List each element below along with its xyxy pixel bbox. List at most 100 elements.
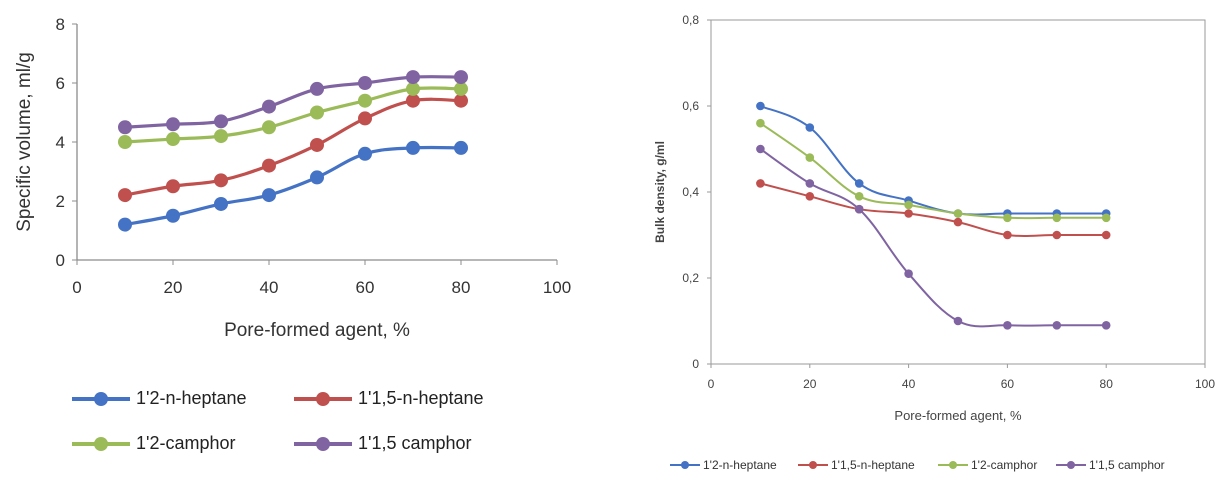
data-point (953, 209, 963, 218)
series-line (759, 182, 1108, 238)
data-point (406, 140, 420, 155)
legend-item: 1'2-camphor (72, 433, 294, 454)
data-point (358, 146, 372, 161)
data-point (310, 105, 324, 120)
legend-label: 1'1,5 camphor (358, 433, 472, 453)
data-point (1101, 321, 1111, 330)
x-tick-label: 20 (164, 278, 183, 297)
data-point (756, 179, 765, 188)
legend-marker-icon (294, 436, 352, 451)
legend-marker-icon (670, 461, 700, 469)
plot-frame (710, 19, 1206, 365)
data-point (118, 120, 132, 135)
x-tick-label: 40 (260, 278, 279, 297)
specific-volume-chart: 0 2 4 6 8 0 20 40 60 80 100 Pore-formed agent, % Spe… (0, 0, 600, 480)
data-point (214, 129, 228, 144)
data-point (805, 192, 815, 201)
y-tick-label: 0,4 (682, 185, 699, 199)
data-point (214, 196, 228, 211)
data-point (1003, 321, 1012, 330)
x-tick-label: 80 (452, 278, 471, 297)
data-point (166, 117, 180, 132)
data-point (166, 179, 180, 194)
legend-label: 1'1,5-n-heptane (358, 388, 484, 408)
data-point (118, 217, 132, 232)
data-point (1052, 213, 1062, 223)
data-point (454, 70, 468, 85)
data-point (454, 140, 468, 155)
x-tick-label: 100 (1195, 377, 1215, 391)
data-point (1003, 230, 1012, 240)
data-point (262, 158, 276, 173)
data-point (904, 200, 913, 210)
legend-item: 1'1,5 camphor (1056, 458, 1196, 472)
data-point (214, 173, 228, 188)
chart-legend: 1'2-n-heptane 1'1,5-n-heptane 1'2-camphor 1… (670, 458, 1196, 472)
legend-item: 1'1,5 camphor (294, 433, 524, 454)
legend-marker-icon (798, 461, 828, 469)
x-tick-label: 60 (1001, 377, 1015, 391)
data-point (358, 76, 372, 90)
data-point (904, 209, 913, 218)
data-point (262, 99, 276, 114)
data-point (310, 137, 324, 152)
x-axis-label: Pore-formed agent, % (894, 408, 1022, 423)
y-tick-label: 2 (56, 192, 65, 211)
data-point (406, 93, 420, 108)
data-point (262, 188, 276, 203)
data-point (756, 144, 765, 154)
data-point (805, 123, 815, 132)
x-axis-label: Pore-formed agent, % (224, 320, 410, 341)
y-tick-label: 4 (56, 133, 65, 152)
series-line (759, 148, 1108, 328)
y-tick-label: 8 (56, 15, 65, 34)
legend-item: 1'2-n-heptane (72, 388, 294, 409)
legend-item: 1'1,5-n-heptane (294, 388, 524, 409)
data-point (756, 118, 765, 128)
legend-label: 1'2-n-heptane (703, 458, 777, 472)
data-point (854, 192, 864, 201)
legend-marker-icon (294, 391, 352, 406)
data-point (904, 269, 913, 279)
y-tick-label: 0,8 (682, 13, 699, 27)
y-tick-label: 0,2 (682, 271, 699, 285)
data-point (1003, 213, 1012, 223)
bulk-density-chart: 0 0,2 0,4 0,6 0,8 0 20 40 60 80 100 Pore-formed age… (640, 0, 1217, 480)
legend-item: 1'2-n-heptane (670, 458, 798, 472)
legend-label: 1'2-camphor (971, 458, 1038, 472)
y-tick-label: 6 (56, 74, 65, 93)
legend-marker-icon (72, 391, 130, 406)
data-point (406, 81, 420, 96)
series-line (759, 122, 1108, 220)
bulk-density-plot: 0 0,2 0,4 0,6 0,8 0 20 40 60 80 100 Pore-formed age… (653, 13, 1215, 423)
x-tick-label: 0 (708, 377, 715, 391)
legend-label: 1'1,5-n-heptane (831, 458, 915, 472)
legend-item: 1'2-camphor (938, 458, 1056, 472)
legend-label: 1'2-camphor (136, 433, 236, 453)
data-point (1101, 213, 1111, 223)
data-point (805, 153, 815, 162)
x-tick-label: 80 (1100, 377, 1114, 391)
chart-legend: 1'2-n-heptane 1'1,5-n-heptane 1'2-camphor 1… (72, 388, 524, 454)
x-tick-label: 40 (902, 377, 916, 391)
data-point (406, 70, 420, 85)
data-point (310, 81, 324, 96)
y-tick-label: 0,6 (682, 99, 699, 113)
legend-label: 1'2-n-heptane (136, 388, 247, 408)
legend-marker-icon (72, 436, 130, 451)
data-point (358, 93, 372, 108)
data-point (854, 179, 864, 188)
data-point (1052, 321, 1062, 330)
y-tick-label: 0 (56, 251, 65, 270)
legend-marker-icon (1056, 461, 1086, 469)
y-axis-label: Specific volume, ml/g (14, 52, 35, 232)
y-tick-label: 0 (692, 357, 699, 371)
legend-item: 1'1,5-n-heptane (798, 458, 938, 472)
y-axis-label: Bulk density, g/ml (653, 141, 667, 243)
data-point (310, 170, 324, 185)
data-point (118, 188, 132, 203)
x-tick-label: 100 (543, 278, 571, 297)
data-point (454, 93, 468, 108)
data-point (1052, 230, 1062, 240)
